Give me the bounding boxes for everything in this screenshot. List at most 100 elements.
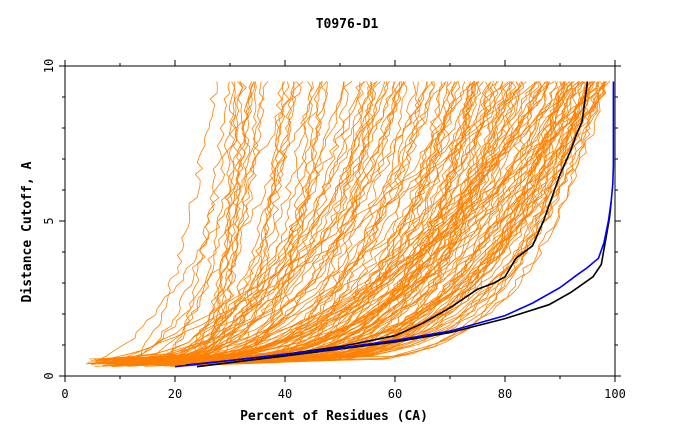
background-series-line: [120, 81, 247, 367]
background-series-group: [85, 81, 611, 367]
chart-title: T0976-D1: [316, 17, 379, 32]
background-series-line: [95, 81, 608, 364]
background-series-line: [109, 81, 386, 362]
background-series-line: [102, 81, 599, 362]
background-series-line: [116, 81, 566, 365]
background-series-line: [154, 81, 372, 364]
background-series-line: [90, 81, 435, 361]
background-series-line: [115, 81, 435, 366]
x-tick-label: 20: [168, 387, 182, 401]
series-line-2: [196, 202, 612, 368]
background-series-line: [108, 81, 475, 365]
background-series-line: [162, 81, 494, 362]
background-series-line: [184, 81, 476, 363]
background-series-line: [189, 81, 377, 362]
background-series-line: [153, 81, 447, 361]
background-series-line: [108, 81, 551, 364]
background-series-line: [154, 81, 564, 363]
x-tick-label: 80: [498, 387, 512, 401]
background-series-line: [145, 81, 551, 366]
background-series-line: [98, 81, 558, 363]
background-series-line: [144, 81, 586, 365]
background-series-line: [133, 81, 573, 361]
series-line-1: [185, 81, 589, 366]
x-tick-label: 40: [278, 387, 292, 401]
background-series-line: [152, 81, 542, 363]
background-series-line: [180, 81, 604, 363]
background-series-line: [108, 81, 255, 364]
background-series-line: [95, 81, 443, 362]
background-series-line: [93, 81, 405, 360]
background-series-line: [119, 81, 401, 361]
background-series-line: [145, 81, 525, 364]
axis-ticks: 0 20 40 60 80 100 0 5 10: [42, 59, 626, 401]
y-axis-label: Distance Cutoff, A: [20, 161, 35, 302]
background-series-line: [174, 81, 521, 363]
background-series-line: [134, 81, 504, 361]
background-series-line: [190, 81, 484, 363]
background-series-line: [124, 81, 403, 362]
background-series-line: [149, 81, 499, 362]
background-series-line: [90, 81, 563, 364]
background-series-line: [185, 81, 378, 363]
background-series-line: [120, 81, 512, 366]
background-series-line: [112, 81, 366, 360]
background-series-line: [172, 81, 428, 364]
background-series-line: [111, 81, 417, 367]
x-axis-label: Percent of Residues (CA): [240, 409, 428, 424]
background-series-line: [124, 81, 489, 363]
series-line-3: [174, 81, 615, 368]
background-series-line: [157, 81, 390, 362]
background-series-line: [126, 81, 573, 367]
background-series-line: [111, 81, 381, 366]
background-series-line: [138, 81, 539, 362]
x-tick-label: 60: [388, 387, 402, 401]
background-series-line: [158, 81, 471, 367]
background-series-line: [159, 81, 231, 363]
background-series-line: [167, 81, 591, 366]
background-series-line: [116, 81, 504, 361]
y-tick-label: 10: [42, 59, 56, 73]
background-series-line: [152, 81, 589, 363]
background-series-line: [123, 81, 523, 361]
background-series-line: [122, 81, 328, 366]
background-series-line: [123, 81, 218, 361]
background-series-line: [153, 81, 536, 362]
background-series-line: [121, 81, 389, 360]
x-tick-label: 0: [61, 387, 68, 401]
background-series-line: [171, 81, 575, 362]
background-series-line: [102, 81, 353, 366]
background-series-line: [100, 81, 295, 361]
background-series-line: [118, 81, 297, 363]
background-series-line: [176, 81, 457, 365]
background-series-line: [154, 81, 569, 363]
background-series-line: [187, 81, 559, 364]
background-series-line: [94, 81, 579, 367]
background-series-line: [174, 81, 256, 367]
background-series-line: [175, 81, 594, 362]
background-series-line: [87, 81, 269, 364]
background-series-line: [127, 81, 265, 360]
background-series-line: [114, 81, 243, 362]
background-series-line: [187, 81, 466, 367]
y-tick-label: 0: [42, 372, 56, 379]
background-series-line: [173, 81, 599, 363]
x-tick-label: 100: [604, 387, 626, 401]
background-series-line: [109, 81, 285, 362]
background-series-line: [126, 81, 323, 362]
background-series-line: [165, 81, 236, 360]
background-series-line: [192, 81, 284, 365]
background-series-line: [116, 81, 583, 366]
background-series-line: [104, 81, 396, 365]
background-series-line: [159, 81, 374, 364]
background-series-line: [162, 81, 420, 366]
background-series-line: [115, 81, 447, 366]
background-series-line: [159, 81, 378, 366]
highlighted-series-group: [174, 81, 615, 368]
background-series-line: [157, 81, 253, 360]
y-tick-label: 5: [42, 217, 56, 224]
background-series-line: [171, 81, 257, 364]
background-series-line: [128, 81, 314, 364]
background-series-line: [102, 81, 538, 361]
